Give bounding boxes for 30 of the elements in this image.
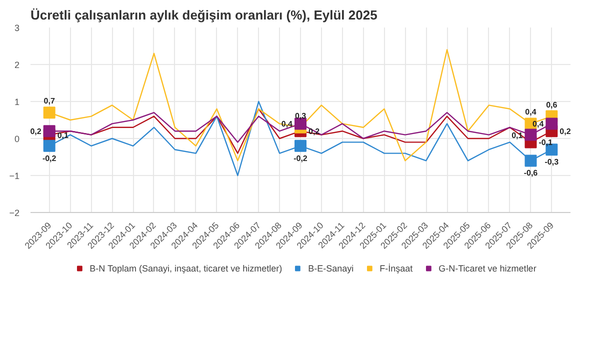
y-tick-label: 1: [14, 97, 20, 107]
y-tick-label: 3: [14, 23, 20, 33]
y-tick-label: 0: [14, 134, 20, 144]
point: [43, 125, 56, 138]
data-label: 0,2: [560, 127, 572, 136]
point: [294, 140, 306, 152]
data-label: 0,7: [44, 96, 56, 106]
data-label: 0,1: [512, 130, 524, 140]
point: [524, 154, 537, 167]
chart-title: Ücretli çalışanların aylık değişim oranları (%), Eylül 2025: [30, 8, 378, 22]
legend-label: F-İnşaat: [380, 263, 413, 273]
data-label: -0,6: [524, 168, 538, 178]
legend-label: G-N-Ticaret ve hizmetler: [438, 263, 536, 273]
data-label: 0,6: [546, 100, 558, 110]
data-label: -0,3: [544, 158, 560, 167]
data-label: 0,4: [525, 108, 537, 117]
y-tick-label: −1: [9, 171, 20, 181]
y-tick-label: −2: [9, 208, 20, 218]
point: [43, 140, 56, 152]
y-tick-label: 2: [14, 60, 20, 70]
data-label: -0,2: [42, 154, 57, 163]
data-label: 0,2: [30, 127, 42, 136]
data-label: -0,2: [294, 154, 308, 163]
point: [43, 106, 56, 119]
data-label: -0,1: [538, 138, 554, 148]
legend-label: B-N Toplam (Sanayi, inşaat, ticaret ve hizmetler): [90, 263, 282, 273]
legend-label: B-E-Sanayi: [308, 263, 354, 273]
data-label: 0,1: [57, 130, 70, 140]
point: [524, 128, 537, 141]
point: [546, 118, 558, 130]
